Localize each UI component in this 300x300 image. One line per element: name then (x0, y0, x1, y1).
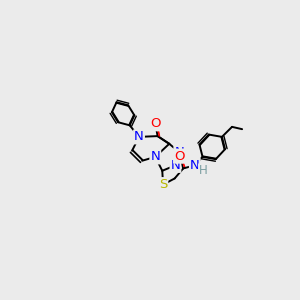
Text: N: N (190, 159, 200, 172)
Text: H: H (199, 164, 208, 177)
Text: O: O (150, 117, 160, 130)
Text: S: S (159, 178, 167, 191)
Text: N: N (175, 146, 184, 159)
Text: O: O (174, 150, 184, 163)
Text: N: N (150, 150, 160, 164)
Text: N: N (171, 159, 180, 172)
Text: N: N (134, 130, 144, 143)
